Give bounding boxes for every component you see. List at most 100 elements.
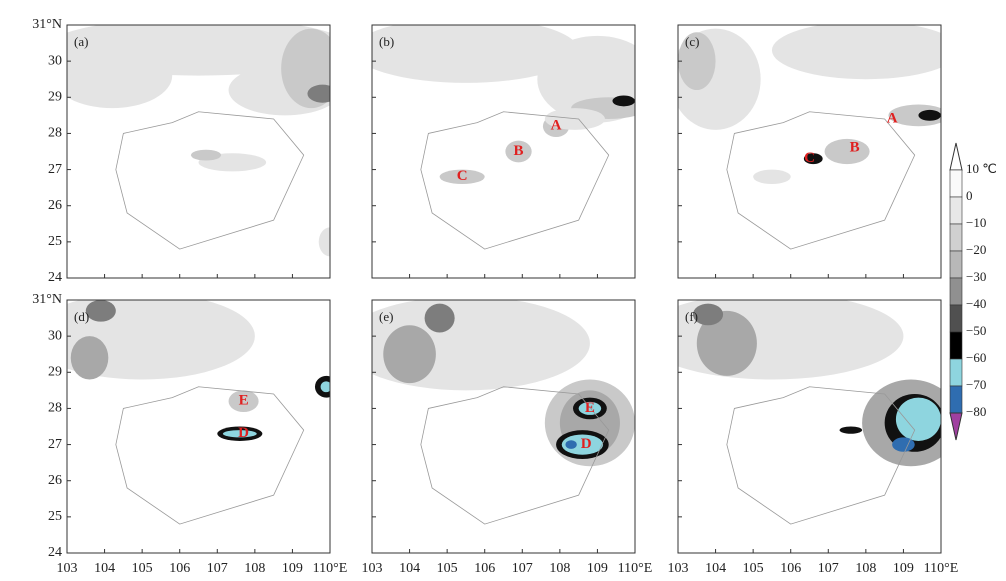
colorbar-segment xyxy=(949,277,963,306)
x-tick-label: 105 xyxy=(743,561,764,576)
y-tick-label: 31°N xyxy=(32,17,62,32)
panel-frame xyxy=(677,24,942,279)
panel-frame xyxy=(677,299,942,554)
region-marker: A xyxy=(887,110,898,126)
colorbar-label: −80 xyxy=(966,404,986,419)
panel-frame xyxy=(66,24,331,279)
map-fill xyxy=(67,25,330,278)
colorbar-segment xyxy=(949,304,963,333)
x-tick-label: 107 xyxy=(818,561,839,576)
x-tick-label: 107 xyxy=(512,561,533,576)
colorbar-segment xyxy=(949,169,963,198)
cloud-area xyxy=(578,401,602,415)
x-tick-label: 109 xyxy=(282,561,303,576)
colorbar-bottom xyxy=(949,412,963,441)
y-tick-label: 28 xyxy=(48,126,62,141)
colorbar-label: −40 xyxy=(966,296,986,311)
colorbar-segment xyxy=(949,385,963,414)
y-tick-label: 28 xyxy=(48,401,62,416)
cloud-area xyxy=(803,153,823,165)
map-panel: (b) A B C xyxy=(371,24,636,279)
x-tick-label: 104 xyxy=(399,561,420,576)
colorbar-label: −70 xyxy=(966,377,986,392)
cloud-area xyxy=(888,104,941,127)
province-border xyxy=(420,111,610,250)
x-tick-label: 105 xyxy=(132,561,153,576)
cloud-area xyxy=(222,430,257,438)
region-marker: A xyxy=(551,118,562,134)
cloud-area xyxy=(696,310,757,376)
colorbar-segment xyxy=(949,250,963,279)
panel-label: (a) xyxy=(74,34,88,49)
cloud-area xyxy=(839,426,863,434)
cloud-area xyxy=(307,84,330,103)
map-fill xyxy=(678,25,941,278)
panel-label: (e) xyxy=(379,309,393,324)
cloud-area xyxy=(320,381,330,393)
y-tick-label: 24 xyxy=(48,270,62,285)
colorbar-segment xyxy=(949,223,963,252)
colorbar-label: −60 xyxy=(966,350,986,365)
x-tick-label: 110°E xyxy=(313,561,348,576)
cloud-area xyxy=(67,43,173,109)
y-tick-label: 30 xyxy=(48,53,62,68)
map-fill xyxy=(372,300,635,553)
colorbar-label: −50 xyxy=(966,323,986,338)
y-tick-label: 27 xyxy=(48,162,62,177)
x-tick-label: 106 xyxy=(474,561,495,576)
cloud-area xyxy=(383,325,436,384)
region-marker: C xyxy=(457,168,468,184)
x-tick-label: 108 xyxy=(549,561,570,576)
colorbar-label: −30 xyxy=(966,269,986,284)
cloud-area xyxy=(85,300,116,322)
province-border xyxy=(420,386,610,525)
panel-label: (f) xyxy=(685,309,698,324)
map-panel: (f) xyxy=(677,299,942,554)
y-tick-label: 30 xyxy=(48,328,62,343)
x-tick-label: 109 xyxy=(587,561,608,576)
y-tick-label: 24 xyxy=(48,545,62,560)
colorbar-top xyxy=(949,142,963,171)
cloud-area xyxy=(918,109,941,121)
cloud-area xyxy=(771,25,941,80)
x-tick-label: 104 xyxy=(705,561,726,576)
map-panel: (c) A B C xyxy=(677,24,942,279)
map-fill xyxy=(678,300,941,553)
y-tick-label: 25 xyxy=(48,509,62,524)
y-tick-label: 25 xyxy=(48,234,62,249)
y-tick-label: 27 xyxy=(48,437,62,452)
region-marker: E xyxy=(585,400,595,416)
region-marker: B xyxy=(514,143,524,159)
y-tick-label: 26 xyxy=(48,198,62,213)
panel-label: (d) xyxy=(74,309,89,324)
cloud-area xyxy=(824,138,870,165)
x-tick-label: 108 xyxy=(855,561,876,576)
cloud-area xyxy=(892,437,915,452)
region-marker: D xyxy=(581,436,592,452)
x-tick-label: 108 xyxy=(244,561,265,576)
x-tick-label: 106 xyxy=(169,561,190,576)
panel-label: (c) xyxy=(685,34,699,49)
x-tick-label: 106 xyxy=(780,561,801,576)
colorbar-label: −20 xyxy=(966,242,986,257)
cloud-area xyxy=(190,149,222,161)
province-border xyxy=(115,111,305,250)
y-tick-label: 31°N xyxy=(32,292,62,307)
panel-label: (b) xyxy=(379,34,394,49)
colorbar-segment xyxy=(949,358,963,387)
map-fill xyxy=(67,300,330,553)
region-marker: B xyxy=(850,139,860,155)
x-tick-label: 104 xyxy=(94,561,115,576)
map-panel: (a) xyxy=(66,24,331,279)
cloud-area xyxy=(372,25,579,83)
panel-frame xyxy=(371,24,636,279)
province-border xyxy=(726,386,916,525)
colorbar-segment xyxy=(949,331,963,360)
x-tick-label: 103 xyxy=(57,561,78,576)
cloud-area xyxy=(561,434,604,455)
x-tick-label: 110°E xyxy=(924,561,959,576)
colorbar-segment xyxy=(949,196,963,225)
x-tick-label: 107 xyxy=(207,561,228,576)
map-fill xyxy=(372,25,635,278)
